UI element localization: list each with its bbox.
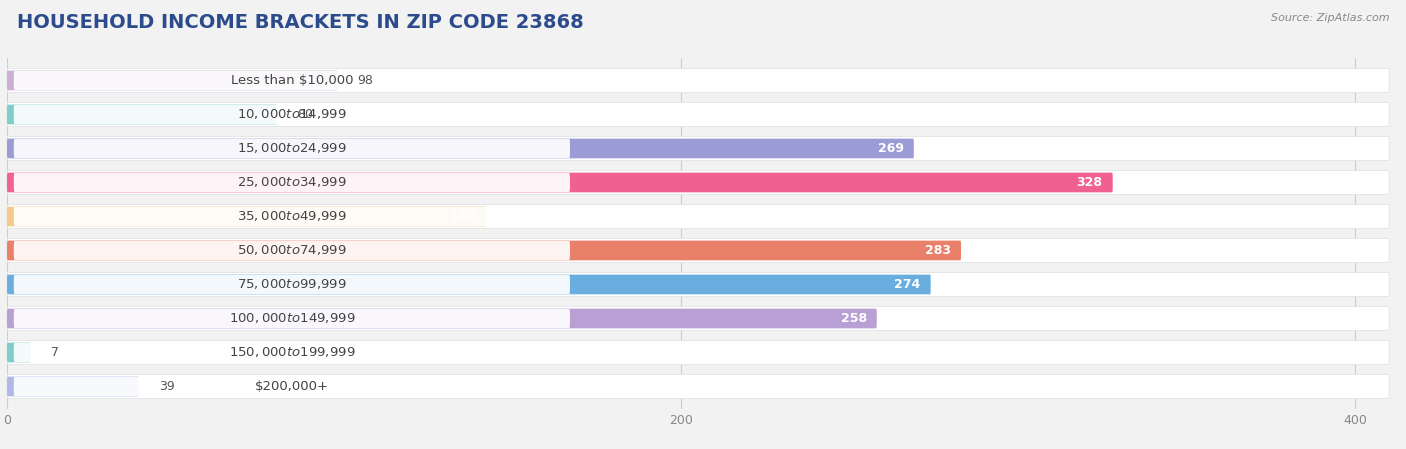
- FancyBboxPatch shape: [7, 275, 931, 295]
- Text: $200,000+: $200,000+: [254, 380, 329, 393]
- Text: 258: 258: [841, 312, 866, 325]
- FancyBboxPatch shape: [7, 207, 485, 226]
- FancyBboxPatch shape: [14, 71, 569, 90]
- FancyBboxPatch shape: [7, 307, 1389, 330]
- FancyBboxPatch shape: [7, 341, 1389, 365]
- FancyBboxPatch shape: [7, 273, 1389, 296]
- Text: HOUSEHOLD INCOME BRACKETS IN ZIP CODE 23868: HOUSEHOLD INCOME BRACKETS IN ZIP CODE 23…: [17, 13, 583, 32]
- Text: 269: 269: [877, 142, 904, 155]
- FancyBboxPatch shape: [7, 105, 277, 124]
- FancyBboxPatch shape: [14, 343, 569, 362]
- FancyBboxPatch shape: [7, 102, 1389, 126]
- FancyBboxPatch shape: [7, 374, 1389, 398]
- FancyBboxPatch shape: [7, 172, 1112, 192]
- FancyBboxPatch shape: [14, 377, 569, 396]
- FancyBboxPatch shape: [7, 377, 139, 396]
- Text: $100,000 to $149,999: $100,000 to $149,999: [229, 312, 356, 326]
- FancyBboxPatch shape: [14, 105, 569, 124]
- Text: 283: 283: [925, 244, 950, 257]
- FancyBboxPatch shape: [7, 70, 337, 90]
- FancyBboxPatch shape: [14, 241, 569, 260]
- FancyBboxPatch shape: [14, 309, 569, 328]
- FancyBboxPatch shape: [7, 136, 1389, 160]
- FancyBboxPatch shape: [7, 308, 877, 328]
- Text: Source: ZipAtlas.com: Source: ZipAtlas.com: [1271, 13, 1389, 23]
- FancyBboxPatch shape: [14, 275, 569, 294]
- Text: 80: 80: [297, 108, 314, 121]
- FancyBboxPatch shape: [14, 173, 569, 192]
- Text: $15,000 to $24,999: $15,000 to $24,999: [238, 141, 347, 155]
- Text: $150,000 to $199,999: $150,000 to $199,999: [229, 345, 356, 360]
- Text: 98: 98: [357, 74, 374, 87]
- FancyBboxPatch shape: [7, 139, 914, 158]
- Text: 142: 142: [450, 210, 475, 223]
- Text: $25,000 to $34,999: $25,000 to $34,999: [238, 176, 347, 189]
- Text: $50,000 to $74,999: $50,000 to $74,999: [238, 243, 347, 257]
- Text: $75,000 to $99,999: $75,000 to $99,999: [238, 277, 347, 291]
- FancyBboxPatch shape: [7, 238, 1389, 262]
- FancyBboxPatch shape: [7, 343, 31, 362]
- Text: $35,000 to $49,999: $35,000 to $49,999: [238, 210, 347, 224]
- Text: 328: 328: [1077, 176, 1102, 189]
- Text: 39: 39: [159, 380, 174, 393]
- FancyBboxPatch shape: [7, 205, 1389, 229]
- FancyBboxPatch shape: [7, 69, 1389, 92]
- FancyBboxPatch shape: [14, 139, 569, 158]
- Text: 274: 274: [894, 278, 921, 291]
- FancyBboxPatch shape: [14, 207, 569, 226]
- Text: $10,000 to $14,999: $10,000 to $14,999: [238, 107, 347, 122]
- Text: Less than $10,000: Less than $10,000: [231, 74, 353, 87]
- FancyBboxPatch shape: [7, 171, 1389, 194]
- FancyBboxPatch shape: [7, 241, 962, 260]
- Text: 7: 7: [51, 346, 59, 359]
